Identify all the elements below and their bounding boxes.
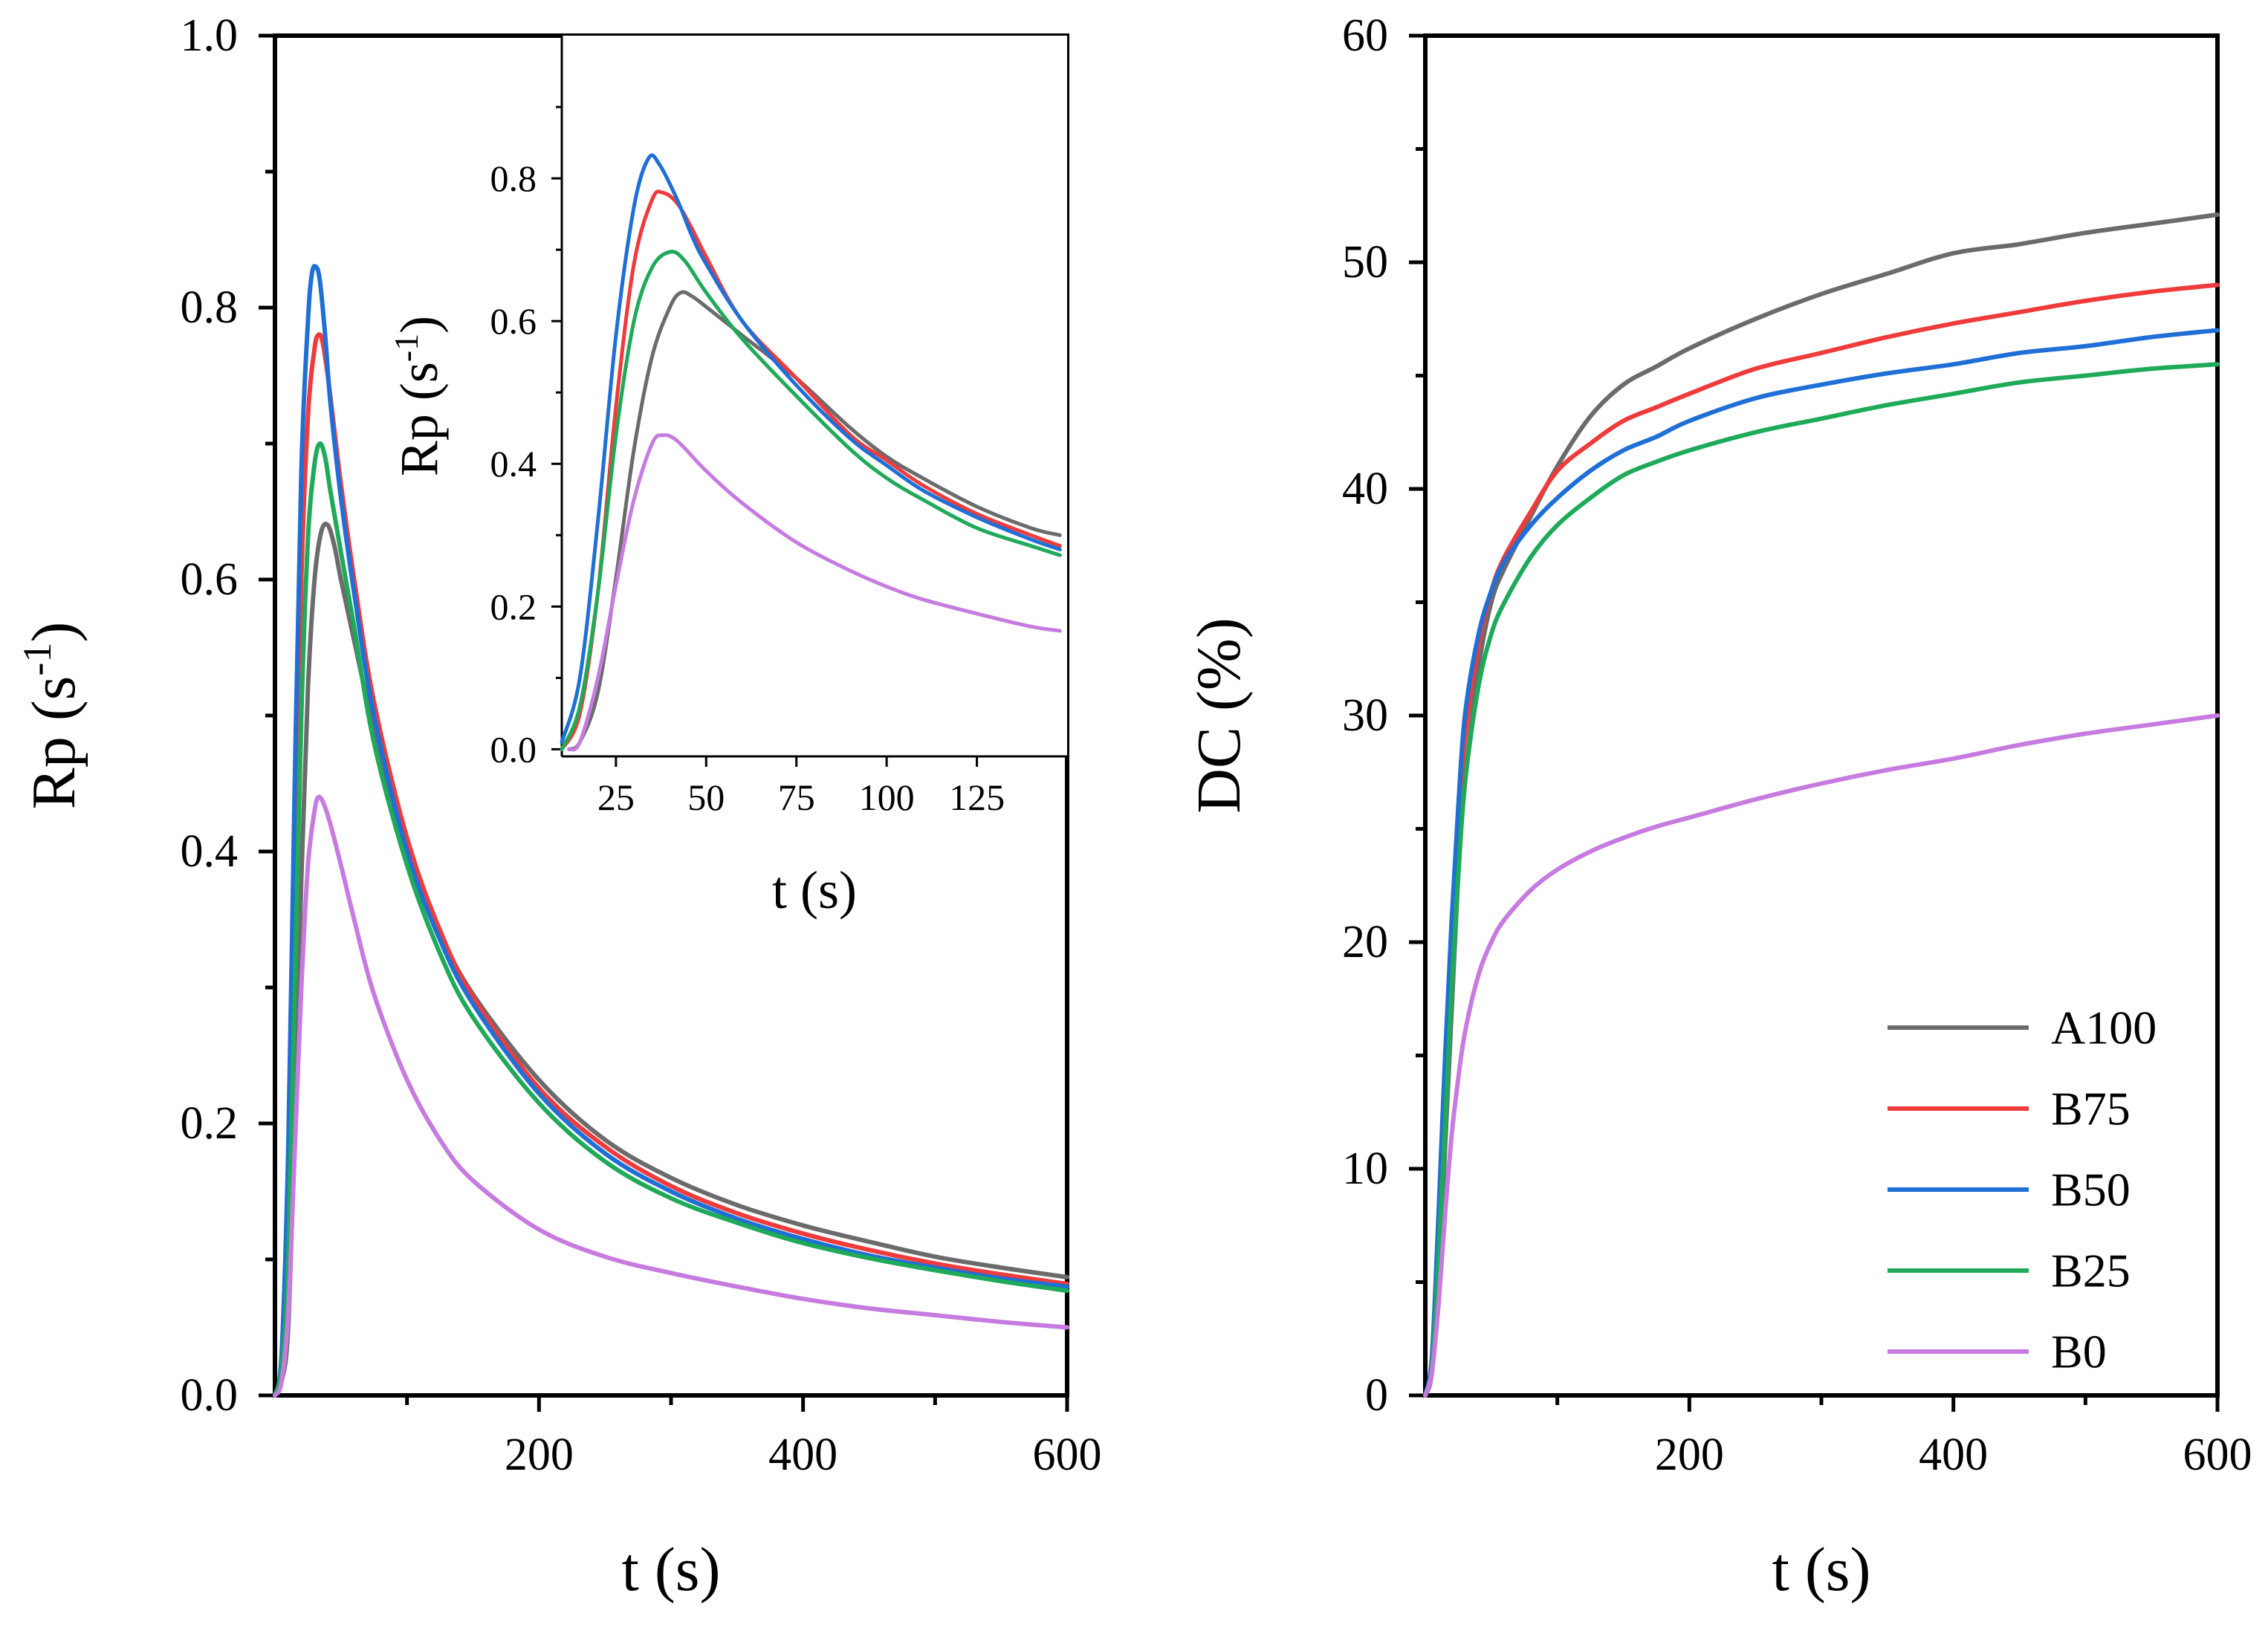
rp-main-ylabel-sup: -1: [15, 643, 59, 676]
dc-main-ytick-label: 10: [1342, 1144, 1388, 1194]
rp-main-series: [273, 264, 1069, 1398]
rp-main-series-b0: [273, 794, 1069, 1398]
dc-main-series-a100: [1423, 212, 2220, 1398]
dc-main-xtick-label: 600: [2183, 1430, 2252, 1480]
dc-main-series-b25: [1423, 362, 2220, 1398]
rp-inset-series-b50: [560, 153, 1062, 745]
rp-main-xtick-label: 600: [1033, 1430, 1102, 1480]
legend-label-b25: B25: [2051, 1245, 2131, 1297]
rp-inset-ytick-label: 0.4: [490, 443, 537, 484]
rp-inset-ticks: 25 50 75 100 125 0.0 0.2 0.4 0.6 0.8: [490, 106, 1005, 818]
legend-label-b0: B0: [2051, 1326, 2107, 1378]
rp-main-xlabel: t (s): [622, 1535, 721, 1604]
rp-main-xtick-label: 400: [768, 1430, 837, 1480]
rp-inset-ylabel: Rp (s-1): [387, 316, 449, 476]
legend-label-b75: B75: [2051, 1083, 2131, 1135]
dc-main-xtick-label: 400: [1919, 1430, 1988, 1480]
rp-main-ylabel-base: Rp (s: [19, 676, 88, 810]
dc-main-ytick-label: 60: [1342, 10, 1388, 61]
rp-inset-ytick-label: 0.6: [490, 300, 537, 342]
rp-inset-panel: 25 50 75 100 125 0.0 0.2 0.4 0.6 0.8 t (s) Rp (s-…: [387, 36, 1067, 920]
rp-inset-xtick-label: 125: [949, 776, 1005, 818]
rp-inset-xtick-label: 25: [597, 776, 635, 818]
rp-inset-xtick-label: 75: [778, 776, 815, 818]
dc-main-xtick-label: 200: [1655, 1430, 1724, 1480]
dc-main-ylabel: DC (%): [1185, 617, 1254, 814]
dc-main-ytick-label: 40: [1342, 464, 1388, 514]
rp-inset-ytick-label: 0.2: [490, 586, 537, 627]
rp-main-series-b25: [273, 441, 1069, 1398]
rp-inset-series: [560, 153, 1062, 752]
dc-main-ticks: 200 400 600 0 10 20 30 40 50 60: [1342, 10, 2252, 1480]
rp-inset-xtick-label: 50: [687, 776, 725, 818]
rp-inset-ylabel-base: Rp (s: [389, 362, 449, 476]
dc-main-ytick-label: 50: [1342, 237, 1388, 288]
dc-main-panel: 200 400 600 0 10 20 30 40 50 60 t (s) DC (%): [1185, 10, 2252, 1604]
dc-main-series-b0: [1423, 713, 2220, 1398]
rp-inset-ylabel-sup: -1: [387, 334, 425, 362]
rp-inset-ytick-label: 0.8: [490, 158, 537, 199]
dc-main-ytick-label: 30: [1342, 690, 1388, 741]
dc-main-ytick-label: 20: [1342, 917, 1388, 967]
rp-inset-ylabel-close: ): [389, 316, 449, 334]
legend-label-a100: A100: [2051, 1002, 2157, 1054]
rp-main-ytick-label: 0.2: [181, 1098, 239, 1149]
rp-main-ylabel-close: ): [19, 622, 88, 643]
dc-main-series-b75: [1423, 282, 2220, 1398]
rp-main-ytick-label: 0.6: [181, 554, 239, 605]
legend-label-b50: B50: [2051, 1164, 2131, 1216]
dc-main-series: [1423, 212, 2220, 1398]
dc-main-series-b50: [1423, 328, 2220, 1398]
rp-main-ytick-label: 0.4: [181, 826, 239, 877]
dc-main-xlabel: t (s): [1772, 1535, 1871, 1604]
rp-main-xtick-label: 200: [505, 1430, 574, 1480]
dc-main-ytick-label: 0: [1365, 1370, 1388, 1421]
rp-inset-series-b25: [560, 250, 1062, 751]
rp-inset-ytick-label: 0.0: [490, 728, 537, 770]
rp-main-ytick-label: 0.0: [181, 1370, 239, 1421]
rp-main-ytick-label: 1.0: [181, 10, 239, 61]
rp-inset-series-b0: [567, 433, 1062, 752]
rp-inset-xlabel: t (s): [772, 860, 857, 920]
legend: A100 B75 B50 B25 B0: [1888, 1002, 2157, 1378]
rp-main-ytick-label: 0.8: [181, 282, 239, 333]
rp-main-ylabel: Rp (s-1): [15, 622, 88, 810]
rp-main-ticks: 200 400 600 0.0 0.2 0.4 0.6 0.8 1.0: [181, 10, 1102, 1480]
rp-main-series-b50: [273, 264, 1069, 1398]
rp-inset-xtick-label: 100: [859, 776, 915, 818]
